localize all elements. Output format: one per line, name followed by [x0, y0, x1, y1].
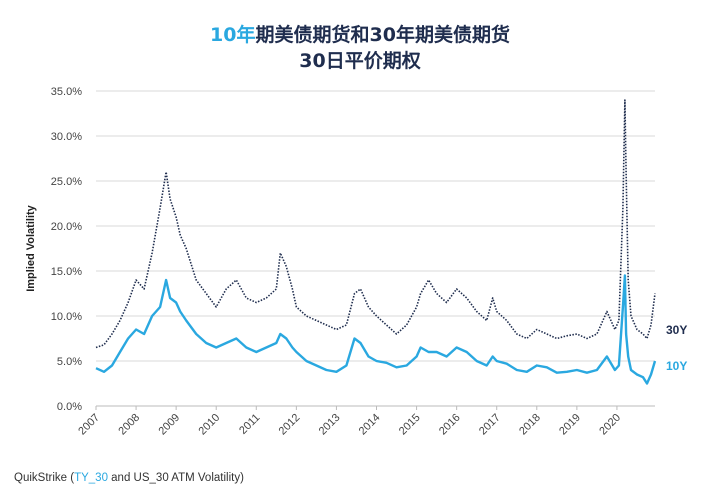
x-tick-label: 2012	[277, 412, 303, 438]
y-axis-ticks: 0.0% 5.0% 10.0% 15.0% 20.0% 25.0% 30.0% 35.0%	[51, 86, 82, 413]
x-tick-label: 2009	[156, 412, 182, 438]
chart-title: 10年期美债期货和30年期美债期货 30日平价期权	[0, 22, 720, 74]
x-tick-label: 2019	[557, 412, 583, 438]
y-tick-label: 30.0%	[51, 131, 82, 143]
x-tick-label: 2020	[597, 412, 623, 438]
x-tick-label: 2016	[437, 412, 463, 438]
y-tick-label: 35.0%	[51, 86, 82, 98]
x-tick-label: 2010	[197, 412, 223, 438]
y-tick-label: 5.0%	[57, 356, 82, 368]
y-tick-label: 10.0%	[51, 311, 82, 323]
x-tick-label: 2017	[477, 412, 503, 438]
grid-lines	[96, 90, 655, 407]
x-tick-label: 2014	[357, 412, 383, 438]
title-line-2: 30日平价期权	[299, 50, 421, 72]
title-rest: 期美债期货和30年期美债期货	[255, 24, 510, 46]
y-tick-label: 25.0%	[51, 176, 82, 188]
source-note: QuikStrike (TY_30 and US_30 ATM Volatili…	[14, 472, 244, 484]
title-accent: 10年	[210, 24, 256, 46]
source-ticker-link[interactable]: TY_30	[74, 472, 108, 484]
source-prefix: QuikStrike (	[14, 472, 75, 484]
x-tick-label: 2015	[397, 412, 423, 438]
legend-10y: 10Y	[666, 359, 687, 373]
x-tick-label: 2018	[517, 412, 543, 438]
x-axis-ticks: 2007 2008 2009 2010 2011 2012 2013 2014 2015 2016…	[76, 406, 623, 437]
series-line-30y	[95, 99, 656, 349]
y-tick-label: 20.0%	[51, 221, 82, 233]
y-tick-label: 15.0%	[51, 266, 82, 278]
y-tick-label: 0.0%	[57, 401, 82, 413]
x-tick-label: 2008	[116, 412, 142, 438]
series-lines	[95, 99, 657, 385]
source-suffix: and US_30 ATM Volatility)	[107, 472, 244, 484]
x-tick-label: 2013	[317, 412, 343, 438]
x-tick-label: 2007	[76, 412, 102, 438]
y-axis-label: Implied Volatility	[25, 204, 37, 291]
series-line-10y	[95, 274, 657, 385]
legend-30y: 30Y	[666, 323, 687, 337]
x-tick-label: 2011	[237, 412, 262, 437]
title-line-1: 10年期美债期货和30年期美债期货	[0, 22, 720, 48]
